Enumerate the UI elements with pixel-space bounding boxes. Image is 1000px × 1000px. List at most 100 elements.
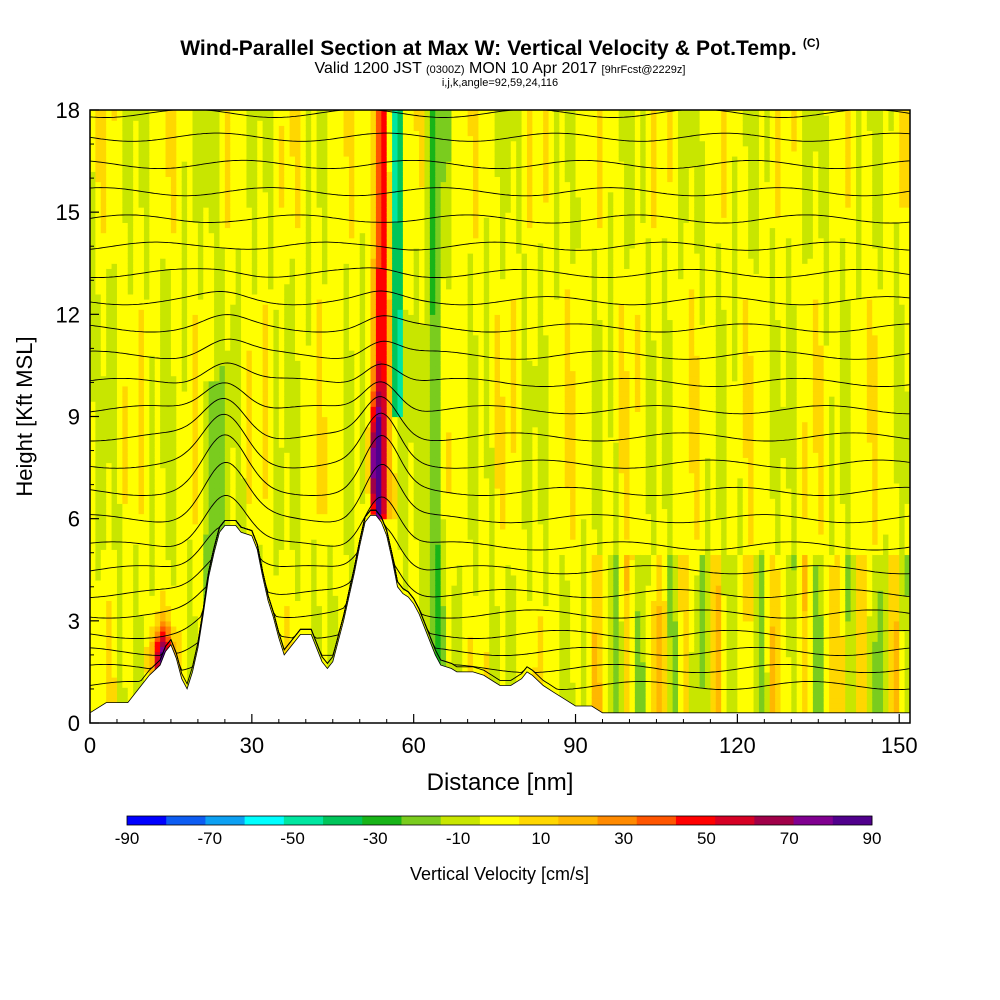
field-cell bbox=[100, 293, 107, 300]
field-cell bbox=[90, 513, 96, 520]
field-cell bbox=[289, 528, 296, 535]
field-cell bbox=[311, 416, 318, 423]
field-cell bbox=[278, 431, 285, 438]
field-cell bbox=[305, 319, 312, 326]
field-cell bbox=[230, 120, 237, 126]
field-cell bbox=[192, 401, 199, 407]
field-cell bbox=[187, 110, 194, 116]
field-cell bbox=[100, 595, 107, 601]
field-cell bbox=[160, 324, 167, 331]
field-cell bbox=[295, 564, 301, 571]
field-cell bbox=[289, 207, 296, 213]
field-cell bbox=[149, 181, 156, 188]
field-cell bbox=[106, 416, 113, 423]
field-cell bbox=[165, 396, 172, 402]
field-cell bbox=[100, 610, 107, 617]
field-cell bbox=[192, 232, 199, 239]
field-cell bbox=[273, 406, 280, 412]
field-cell bbox=[246, 334, 253, 341]
field-cell bbox=[176, 615, 183, 622]
field-cell bbox=[284, 217, 291, 223]
field-cell bbox=[127, 518, 134, 525]
field-cell bbox=[143, 600, 150, 607]
field-cell bbox=[95, 549, 102, 556]
field-cell bbox=[192, 549, 199, 556]
field-cell bbox=[106, 309, 113, 315]
field-cell bbox=[251, 365, 258, 372]
field-cell bbox=[289, 615, 296, 622]
field-cell bbox=[138, 477, 145, 484]
field-cell bbox=[143, 191, 150, 198]
field-cell bbox=[95, 467, 102, 474]
field-cell bbox=[197, 273, 204, 280]
field-cell bbox=[241, 120, 248, 126]
field-cell bbox=[300, 590, 307, 596]
field-cell bbox=[273, 309, 280, 315]
field-cell bbox=[149, 421, 156, 428]
field-cell bbox=[278, 396, 285, 402]
field-cell bbox=[241, 396, 248, 402]
field-cell bbox=[106, 365, 113, 372]
field-cell bbox=[106, 482, 113, 489]
field-cell bbox=[90, 641, 96, 647]
field-cell bbox=[170, 237, 177, 244]
field-cell bbox=[176, 544, 183, 550]
field-cell bbox=[176, 585, 183, 591]
field-cell bbox=[219, 355, 226, 361]
field-cell bbox=[127, 671, 134, 678]
field-cell bbox=[111, 426, 118, 433]
field-cell bbox=[214, 528, 221, 535]
field-cell bbox=[187, 186, 194, 193]
field-cell bbox=[208, 196, 215, 203]
field-cell bbox=[170, 176, 177, 183]
field-cell bbox=[160, 385, 167, 392]
field-cell bbox=[122, 273, 129, 280]
field-cell bbox=[165, 452, 172, 458]
field-cell bbox=[154, 579, 161, 586]
field-cell bbox=[208, 447, 215, 453]
field-cell bbox=[203, 569, 210, 576]
field-cell bbox=[127, 314, 134, 321]
field-cell bbox=[289, 166, 296, 172]
field-cell bbox=[143, 549, 150, 556]
field-cell bbox=[295, 222, 301, 229]
field-cell bbox=[197, 518, 204, 525]
field-cell bbox=[138, 574, 145, 581]
field-cell bbox=[262, 421, 269, 428]
field-cell bbox=[273, 544, 280, 550]
field-cell bbox=[295, 472, 301, 479]
field-cell bbox=[278, 569, 285, 576]
field-cell bbox=[235, 493, 242, 499]
field-cell bbox=[257, 462, 264, 469]
field-cell bbox=[181, 503, 188, 510]
field-cell bbox=[154, 145, 161, 152]
field-cell bbox=[273, 600, 280, 607]
field-cell bbox=[305, 620, 312, 627]
field-cell bbox=[181, 651, 188, 658]
field-cell bbox=[192, 436, 199, 443]
field-cell bbox=[295, 125, 301, 132]
field-cell bbox=[116, 569, 123, 576]
field-cell bbox=[219, 207, 226, 213]
field-cell bbox=[273, 467, 280, 474]
field-cell bbox=[208, 319, 215, 326]
field-cell bbox=[219, 385, 226, 392]
field-cell bbox=[122, 533, 129, 540]
field-cell bbox=[230, 201, 237, 208]
field-cell bbox=[100, 416, 107, 423]
field-cell bbox=[235, 513, 242, 520]
field-cell bbox=[187, 314, 194, 321]
field-cell bbox=[214, 299, 221, 305]
field-cell bbox=[122, 324, 129, 331]
field-cell bbox=[197, 579, 204, 586]
field-cell bbox=[214, 207, 221, 213]
field-cell bbox=[170, 452, 177, 458]
field-cell bbox=[295, 171, 301, 178]
field-cell bbox=[127, 488, 134, 494]
field-cell bbox=[187, 595, 194, 601]
field-cell bbox=[122, 304, 129, 310]
field-cell bbox=[214, 155, 221, 162]
field-cell bbox=[133, 380, 140, 387]
field-cell bbox=[133, 406, 140, 412]
field-cell bbox=[111, 283, 118, 290]
